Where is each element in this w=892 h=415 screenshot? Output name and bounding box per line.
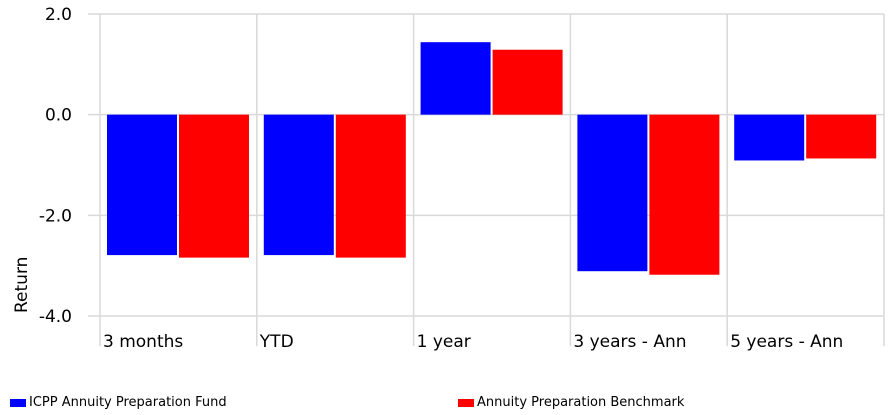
legend-item-benchmark: Annuity Preparation Benchmark <box>458 395 684 410</box>
bar-benchmark <box>649 114 720 275</box>
bars <box>107 42 877 275</box>
category-labels: 3 months YTD 1 year 3 years - Ann 5 years - … <box>103 332 843 352</box>
legend-label-fund: ICPP Annuity Preparation Fund <box>29 395 227 410</box>
bar-benchmark <box>179 114 249 258</box>
y-tick-label: -4.0 <box>39 307 72 327</box>
legend-swatch-fund <box>10 398 26 407</box>
x-category-label: YTD <box>259 332 294 352</box>
x-category-label: 3 years - Ann <box>573 332 686 352</box>
bar-fund <box>577 114 648 272</box>
bar-benchmark <box>492 49 563 115</box>
y-tick-label: -2.0 <box>39 206 72 226</box>
x-category-label: 3 months <box>103 332 183 352</box>
legend-label-benchmark: Annuity Preparation Benchmark <box>477 395 685 410</box>
chart-canvas: 2.0 0.0 -2.0 -4.0 3 months YTD 1 year 3 years … <box>12 5 885 352</box>
bar-benchmark <box>335 114 406 258</box>
bar-fund <box>263 114 334 256</box>
bar-fund <box>107 114 177 256</box>
x-category-label: 1 year <box>417 332 471 352</box>
bar-benchmark <box>806 114 877 159</box>
bar-fund <box>734 114 805 161</box>
legend-swatch-benchmark <box>458 398 474 407</box>
bar-fund <box>420 42 491 115</box>
legend-item-fund: ICPP Annuity Preparation Fund <box>10 395 227 410</box>
y-tick-label: 0.0 <box>45 106 72 126</box>
x-category-label: 5 years - Ann <box>730 332 843 352</box>
y-tick-label: 2.0 <box>45 5 72 25</box>
y-tick-labels: 2.0 0.0 -2.0 -4.0 <box>39 5 72 327</box>
y-axis-title: Return <box>12 257 32 313</box>
